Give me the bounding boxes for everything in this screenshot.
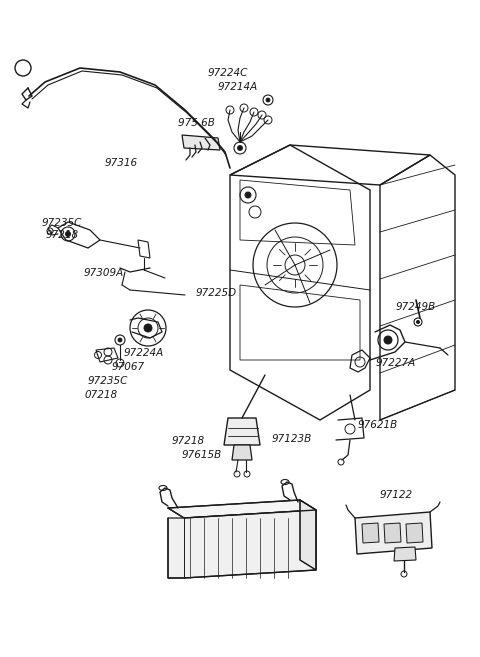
Text: 97615B: 97615B <box>182 450 222 460</box>
Text: 07218: 07218 <box>84 390 117 400</box>
Polygon shape <box>406 523 423 543</box>
Circle shape <box>144 324 152 332</box>
Circle shape <box>245 192 251 198</box>
Polygon shape <box>168 510 316 578</box>
Text: 97218: 97218 <box>172 436 205 446</box>
Polygon shape <box>182 135 220 150</box>
Circle shape <box>417 321 420 323</box>
Text: 97123B: 97123B <box>272 434 312 444</box>
Text: 97067: 97067 <box>112 362 145 372</box>
Polygon shape <box>362 523 379 543</box>
Circle shape <box>266 98 270 102</box>
Polygon shape <box>300 500 316 570</box>
Polygon shape <box>232 445 252 460</box>
Text: 97235C: 97235C <box>88 376 128 386</box>
Text: 97309A: 97309A <box>84 268 124 278</box>
Circle shape <box>118 338 122 342</box>
Polygon shape <box>168 500 316 518</box>
Text: 97214A: 97214A <box>218 82 258 92</box>
Polygon shape <box>355 512 432 554</box>
Text: 97227A: 97227A <box>376 358 416 368</box>
Text: 97235C: 97235C <box>42 218 83 228</box>
Text: 97621B: 97621B <box>358 420 398 430</box>
Text: 97122: 97122 <box>380 490 413 500</box>
Circle shape <box>238 145 242 150</box>
Circle shape <box>384 336 392 344</box>
Text: 97225D: 97225D <box>196 288 237 298</box>
Text: 97224C: 97224C <box>208 68 248 78</box>
Text: 97218: 97218 <box>46 230 79 240</box>
Text: 97249B: 97249B <box>396 302 436 312</box>
Polygon shape <box>384 523 401 543</box>
Circle shape <box>65 231 71 237</box>
Text: 975 6B: 975 6B <box>178 118 215 128</box>
Polygon shape <box>394 547 416 561</box>
Text: 97224A: 97224A <box>124 348 164 358</box>
Text: 97316: 97316 <box>105 158 138 168</box>
Polygon shape <box>224 418 260 445</box>
